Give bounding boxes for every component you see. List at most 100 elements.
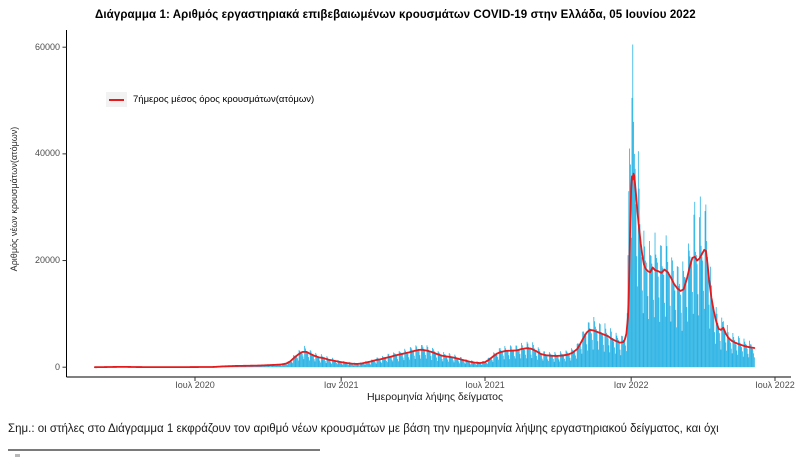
daily-cases-bar <box>440 355 441 368</box>
daily-cases-bar <box>357 364 359 368</box>
daily-cases-bar <box>466 359 468 368</box>
daily-cases-bar <box>365 360 367 368</box>
daily-cases-bar <box>416 346 418 368</box>
daily-cases-bar <box>313 359 315 368</box>
daily-cases-bar <box>620 355 622 368</box>
daily-cases-bar <box>382 357 384 368</box>
daily-cases-bar <box>740 344 742 368</box>
daily-cases-bar <box>424 350 426 368</box>
daily-cases-bar <box>297 358 298 368</box>
y-tick-label: 40000 <box>34 148 60 159</box>
daily-cases-bar <box>339 361 340 368</box>
x-tick-label: Ιαν 2021 <box>323 380 359 390</box>
daily-cases-bar <box>581 353 583 368</box>
daily-cases-bar <box>705 204 707 368</box>
daily-cases-bar <box>444 354 446 368</box>
daily-cases-bar <box>431 360 433 368</box>
daily-cases-bar <box>475 364 476 368</box>
daily-cases-bar <box>671 257 673 368</box>
daily-cases-bar <box>735 344 737 368</box>
daily-cases-bar <box>737 354 739 368</box>
x-tick-label: Ιουλ 2021 <box>465 380 505 390</box>
daily-cases-bar <box>314 361 316 368</box>
daily-cases-bar <box>691 291 693 368</box>
daily-cases-bar <box>347 365 349 368</box>
daily-cases-bar <box>622 336 623 368</box>
daily-cases-bar <box>267 365 269 368</box>
daily-cases-bar <box>584 334 586 368</box>
daily-cases-bar <box>659 321 661 368</box>
daily-cases-bar <box>645 260 646 368</box>
daily-cases-bar <box>570 360 572 368</box>
daily-cases-bar <box>473 362 475 368</box>
daily-cases-bar <box>391 359 393 368</box>
daily-cases-bar <box>583 333 585 368</box>
daily-cases-bar <box>535 351 537 368</box>
daily-cases-bar <box>303 359 305 368</box>
daily-cases-bar <box>722 321 723 368</box>
daily-cases-bar <box>587 350 588 368</box>
daily-cases-bar <box>494 353 495 368</box>
daily-cases-bar <box>428 351 430 368</box>
daily-cases-bar <box>658 297 660 368</box>
daily-cases-bar <box>718 327 719 368</box>
daily-cases-bar <box>487 358 489 368</box>
daily-cases-bar <box>472 361 474 368</box>
daily-cases-bar <box>550 354 552 368</box>
daily-cases-bar <box>686 306 688 368</box>
daily-cases-bar <box>691 262 692 368</box>
daily-cases-bar <box>614 353 616 368</box>
daily-cases-bar <box>503 359 505 368</box>
daily-cases-bar <box>738 337 740 368</box>
daily-cases-bar <box>637 286 638 368</box>
daily-cases-bar <box>325 363 327 368</box>
daily-cases-bar <box>490 357 492 368</box>
daily-cases-bar <box>711 299 713 368</box>
daily-cases-bar <box>320 362 321 368</box>
daily-cases-bar <box>296 355 298 368</box>
daily-cases-bar <box>408 357 410 368</box>
daily-cases-bar <box>586 344 588 368</box>
daily-cases-bar <box>560 353 562 368</box>
daily-cases-bar <box>384 358 386 368</box>
daily-cases-bar <box>399 352 401 368</box>
daily-cases-bar <box>483 361 485 368</box>
daily-cases-bar <box>697 294 699 368</box>
daily-cases-bar <box>409 359 410 368</box>
daily-cases-bar <box>284 363 286 368</box>
daily-cases-bar <box>496 353 498 368</box>
daily-cases-bar <box>323 358 325 368</box>
daily-cases-bar <box>619 349 621 368</box>
daily-cases-bar <box>548 361 549 368</box>
daily-cases-bar <box>337 360 339 368</box>
daily-cases-bar <box>417 349 418 368</box>
daily-cases-bar <box>258 366 259 368</box>
daily-cases-bar <box>563 355 565 368</box>
daily-cases-bar <box>293 355 294 368</box>
daily-cases-bar <box>312 355 314 368</box>
daily-cases-bar <box>407 353 409 368</box>
daily-cases-bar <box>656 258 657 368</box>
daily-cases-bar <box>406 352 408 368</box>
daily-cases-bar <box>738 336 739 368</box>
daily-cases-bar <box>630 237 632 368</box>
daily-cases-bar <box>606 332 607 368</box>
daily-cases-bar <box>242 366 244 368</box>
daily-cases-bar <box>356 363 358 368</box>
daily-cases-bar <box>421 345 422 368</box>
daily-cases-bar <box>247 366 248 368</box>
daily-cases-bar <box>343 361 344 368</box>
daily-cases-bar <box>600 331 602 368</box>
daily-cases-bar <box>748 357 750 368</box>
daily-cases-bar <box>316 354 317 368</box>
daily-cases-bar <box>474 362 476 368</box>
daily-cases-bar <box>330 362 332 368</box>
x-tick-label: Ιουλ 2020 <box>175 380 215 390</box>
daily-cases-bar <box>343 361 345 368</box>
daily-cases-bar <box>749 344 751 368</box>
daily-cases-bar <box>684 276 685 368</box>
daily-cases-bar <box>652 269 654 368</box>
daily-cases-bar <box>483 361 484 368</box>
daily-cases-bar <box>480 364 482 368</box>
daily-cases-bar <box>277 364 279 368</box>
